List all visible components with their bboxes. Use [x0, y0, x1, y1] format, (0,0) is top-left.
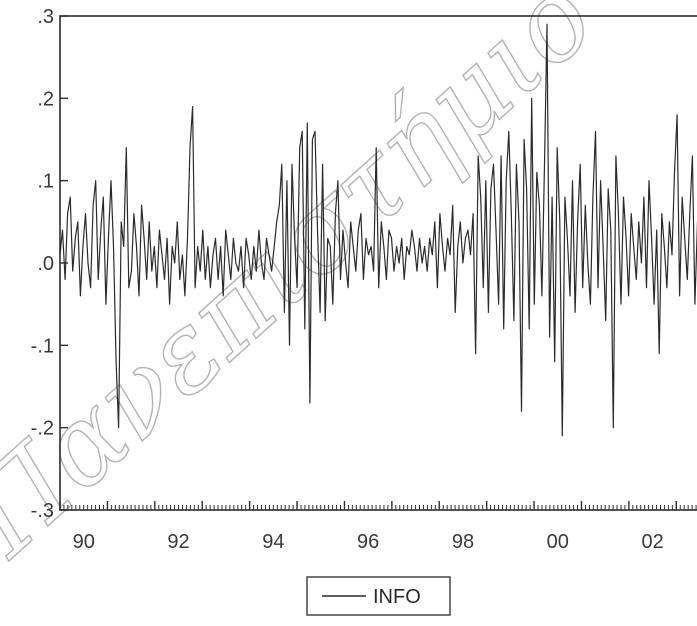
legend: INFO	[306, 576, 451, 616]
series-line-info	[59, 23, 697, 437]
x-axis: 90 92 94 96 98 00 02	[59, 501, 697, 553]
x-tick-label: 94	[262, 531, 284, 553]
y-tick-label: .0	[37, 253, 54, 275]
y-tick-label: .2	[37, 88, 54, 110]
x-tick-label: 92	[167, 531, 189, 553]
y-tick-label: -.2	[31, 418, 54, 440]
x-tick-label: 96	[357, 531, 379, 553]
x-tick-label: 90	[73, 531, 95, 553]
x-tick-label: 00	[547, 531, 569, 553]
y-tick-label: -.1	[31, 335, 54, 357]
y-tick-label: -.3	[31, 500, 54, 522]
x-tick-label: 98	[452, 531, 474, 553]
legend-label: INFO	[373, 586, 421, 608]
y-tick-label: .3	[37, 6, 54, 28]
x-tick-label: 02	[641, 531, 663, 553]
y-tick-label: .1	[37, 171, 54, 193]
